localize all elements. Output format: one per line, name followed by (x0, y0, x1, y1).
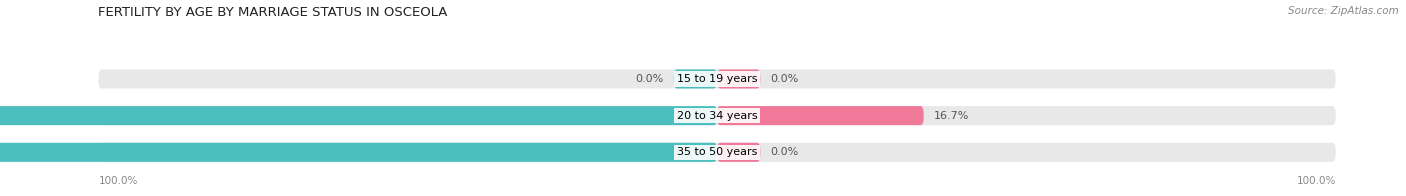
Text: Source: ZipAtlas.com: Source: ZipAtlas.com (1288, 6, 1399, 16)
Text: 100.0%: 100.0% (98, 176, 138, 186)
Text: 0.0%: 0.0% (770, 147, 799, 157)
FancyBboxPatch shape (717, 143, 761, 162)
Text: 20 to 34 years: 20 to 34 years (676, 111, 758, 121)
Text: 0.0%: 0.0% (636, 74, 664, 84)
FancyBboxPatch shape (98, 69, 1336, 89)
FancyBboxPatch shape (98, 143, 1336, 162)
Text: FERTILITY BY AGE BY MARRIAGE STATUS IN OSCEOLA: FERTILITY BY AGE BY MARRIAGE STATUS IN O… (98, 6, 447, 19)
FancyBboxPatch shape (717, 106, 924, 125)
FancyBboxPatch shape (717, 69, 761, 89)
Text: 15 to 19 years: 15 to 19 years (676, 74, 758, 84)
Text: 16.7%: 16.7% (934, 111, 969, 121)
FancyBboxPatch shape (0, 143, 717, 162)
FancyBboxPatch shape (98, 106, 1336, 125)
Text: 100.0%: 100.0% (1296, 176, 1336, 186)
Text: 35 to 50 years: 35 to 50 years (676, 147, 758, 157)
Text: 0.0%: 0.0% (770, 74, 799, 84)
FancyBboxPatch shape (673, 69, 717, 89)
FancyBboxPatch shape (0, 106, 717, 125)
